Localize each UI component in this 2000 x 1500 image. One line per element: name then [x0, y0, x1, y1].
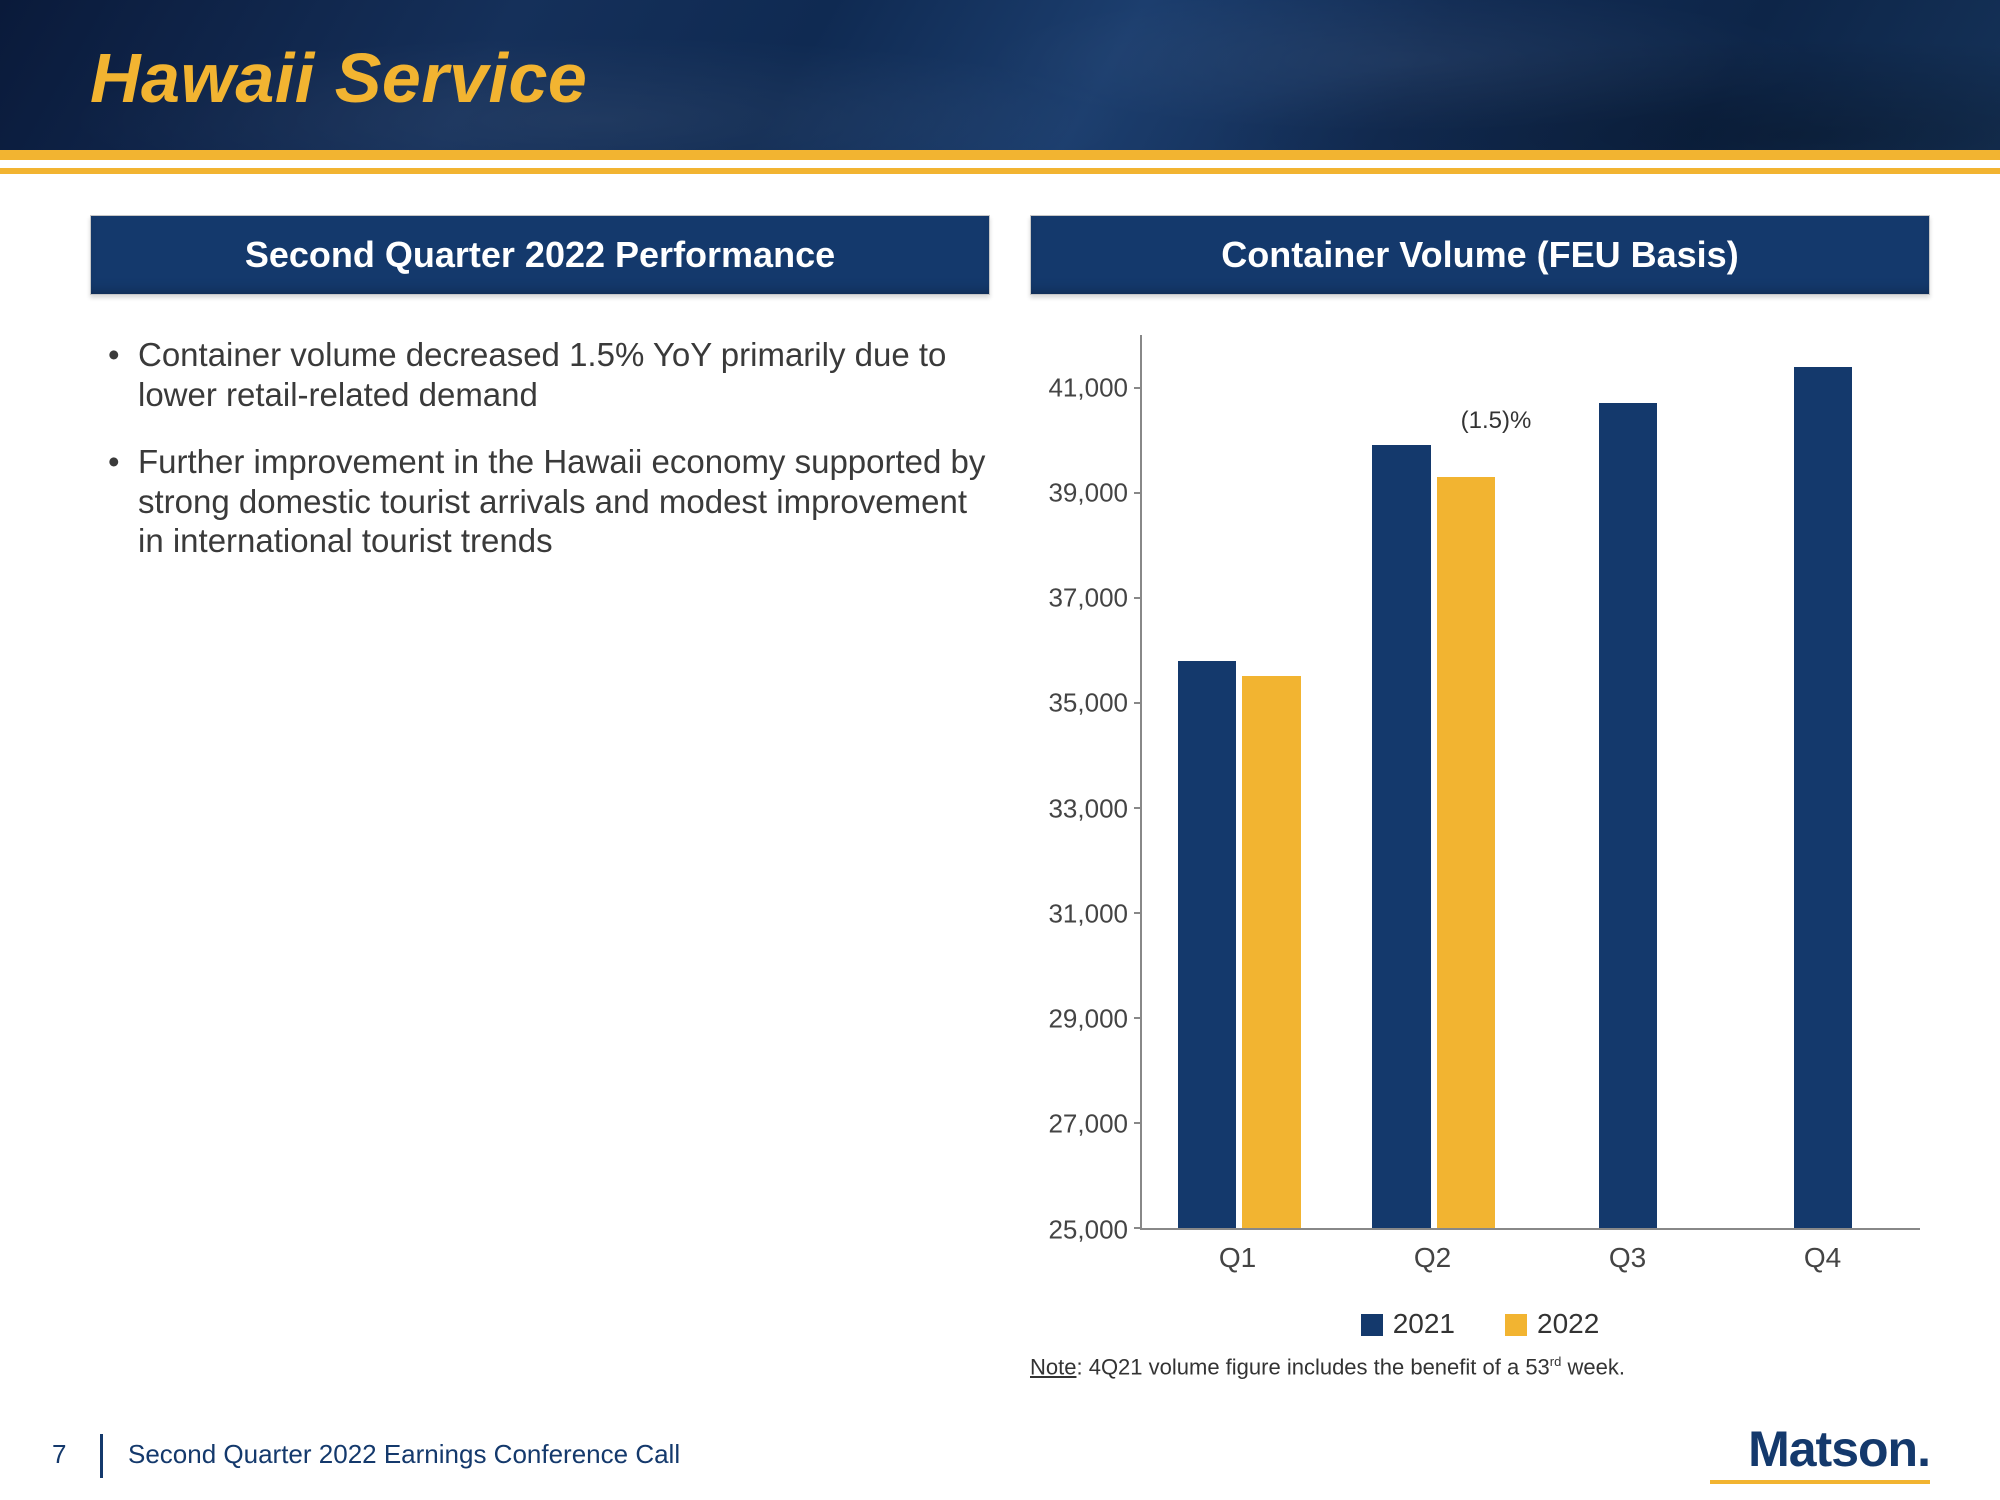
bar: [1372, 445, 1430, 1227]
note-suffix: week.: [1561, 1354, 1625, 1379]
x-axis-label: Q1: [1140, 1230, 1335, 1290]
logo-dot: .: [1917, 1421, 1930, 1477]
bar: [1599, 403, 1657, 1227]
bar-group: [1142, 335, 1337, 1228]
y-tick-mark: [1134, 912, 1142, 914]
y-tick-mark: [1134, 1227, 1142, 1229]
y-tick-mark: [1134, 807, 1142, 809]
x-axis-label: Q4: [1725, 1230, 1920, 1290]
logo-text: Matson: [1748, 1421, 1917, 1477]
chart-legend: 2021 2022: [1030, 1308, 1930, 1340]
bar: [1794, 367, 1852, 1228]
y-tick-label: 31,000: [1028, 898, 1128, 929]
legend-swatch: [1505, 1314, 1527, 1336]
bar: [1178, 661, 1236, 1228]
y-tick-label: 29,000: [1028, 1004, 1128, 1035]
bar-group: [1531, 335, 1726, 1228]
y-tick-mark: [1134, 387, 1142, 389]
y-tick-label: 41,000: [1028, 372, 1128, 403]
y-tick-mark: [1134, 702, 1142, 704]
divider-gap: [0, 160, 2000, 168]
logo-underline: [1710, 1480, 1930, 1484]
y-tick-label: 27,000: [1028, 1109, 1128, 1140]
y-tick-mark: [1134, 492, 1142, 494]
legend-item: 2021: [1361, 1308, 1455, 1340]
footer: 7 Second Quarter 2022 Earnings Conferenc…: [0, 1414, 2000, 1500]
y-tick-label: 39,000: [1028, 477, 1128, 508]
page-number: 7: [52, 1439, 66, 1470]
content-area: Second Quarter 2022 Performance Containe…: [90, 215, 1930, 1380]
footer-text: Second Quarter 2022 Earnings Conference …: [128, 1439, 680, 1470]
y-axis: 25,00027,00029,00031,00033,00035,00037,0…: [1030, 335, 1140, 1230]
bullet-item: Further improvement in the Hawaii econom…: [100, 442, 990, 561]
bullet-list: Container volume decreased 1.5% YoY prim…: [90, 335, 990, 589]
y-tick-mark: [1134, 1122, 1142, 1124]
note-text: : 4Q21 volume figure includes the benefi…: [1076, 1354, 1549, 1379]
y-tick-mark: [1134, 597, 1142, 599]
footer-divider: [100, 1434, 103, 1478]
left-column: Second Quarter 2022 Performance Containe…: [90, 215, 990, 1380]
bullet-item: Container volume decreased 1.5% YoY prim…: [100, 335, 990, 414]
y-tick-label: 25,000: [1028, 1214, 1128, 1245]
bar-groups: (1.5)%: [1142, 335, 1920, 1228]
note-label: Note: [1030, 1354, 1076, 1379]
y-tick-mark: [1134, 1017, 1142, 1019]
x-axis-label: Q3: [1530, 1230, 1725, 1290]
chart-note: Note: 4Q21 volume figure includes the be…: [1030, 1354, 1930, 1380]
slide-title: Hawaii Service: [90, 38, 587, 118]
data-label: (1.5)%: [1461, 407, 1532, 435]
left-section-header: Second Quarter 2022 Performance: [90, 215, 990, 295]
y-tick-label: 35,000: [1028, 688, 1128, 719]
bar-chart: 25,000 27,000 29,000 31,000 33,000 35,000 37,0…: [1030, 335, 1930, 1290]
y-tick-label: 37,000: [1028, 583, 1128, 614]
bar: [1437, 477, 1495, 1228]
legend-swatch: [1361, 1314, 1383, 1336]
slide: Hawaii Service Second Quarter 2022 Perfo…: [0, 0, 2000, 1500]
right-section-header: Container Volume (FEU Basis): [1030, 215, 1930, 295]
x-axis-labels: Q1Q2Q3Q4: [1140, 1230, 1920, 1290]
x-axis-label: Q2: [1335, 1230, 1530, 1290]
divider-gold-top: [0, 150, 2000, 160]
bar: [1242, 676, 1300, 1227]
header-band: Hawaii Service: [0, 0, 2000, 150]
legend-label: 2021: [1393, 1308, 1455, 1339]
note-sup: rd: [1550, 1354, 1562, 1369]
legend-label: 2022: [1537, 1308, 1599, 1339]
y-tick-label: 33,000: [1028, 793, 1128, 824]
bar-group: [1726, 335, 1921, 1228]
divider-gold-bottom: [0, 168, 2000, 174]
chart-container: 25,000 27,000 29,000 31,000 33,000 35,000 37,0…: [1030, 335, 1930, 1380]
plot-area: (1.5)%: [1140, 335, 1920, 1230]
right-column: Container Volume (FEU Basis) 25,000 27,00…: [1030, 215, 1930, 1380]
legend-item: 2022: [1505, 1308, 1599, 1340]
bar-group: (1.5)%: [1337, 335, 1532, 1228]
company-logo: Matson.: [1748, 1420, 1930, 1478]
